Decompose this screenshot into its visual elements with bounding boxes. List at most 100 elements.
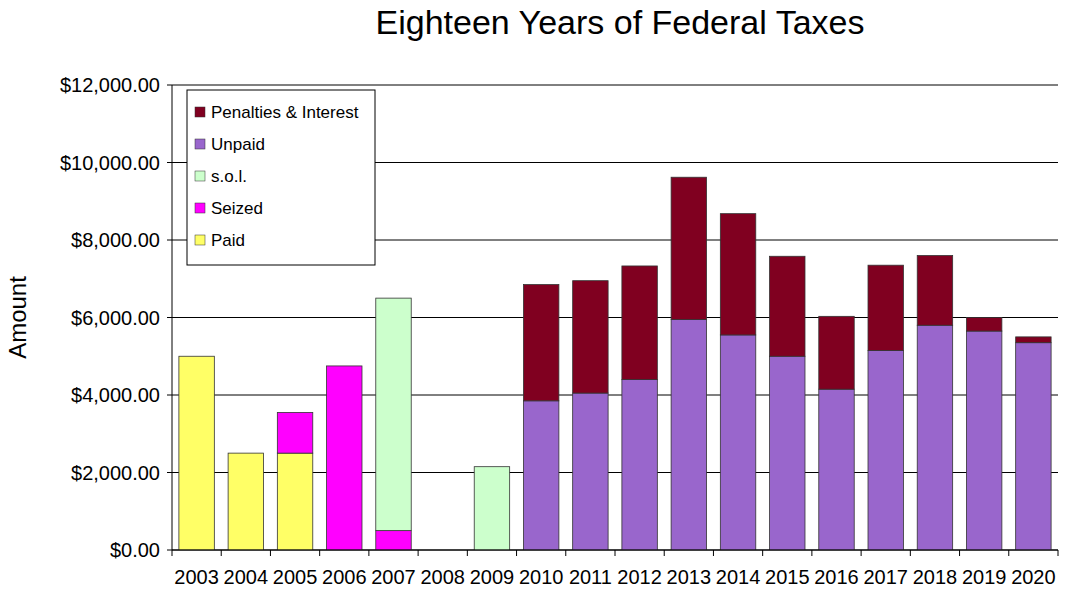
- x-tick-label: 2012: [617, 566, 662, 588]
- bar-segment: [277, 412, 312, 413]
- grid-line: [172, 85, 1058, 86]
- title: Eighteen Years of Federal Taxes: [376, 3, 865, 41]
- y-tick-label: $0.00: [110, 539, 160, 561]
- y-tick-label: $6,000.00: [71, 307, 160, 329]
- legend-label: Seized: [211, 199, 263, 218]
- x-tick: [270, 550, 271, 556]
- legend-swatch: [195, 107, 205, 117]
- x-tick: [565, 550, 566, 556]
- x-tick-label: 2015: [765, 566, 810, 588]
- x-tick: [664, 550, 665, 556]
- bar-segment: [327, 366, 362, 550]
- y-tick-label: $8,000.00: [71, 229, 160, 251]
- bar-segment: [277, 453, 312, 550]
- bar-segment: [277, 412, 312, 413]
- x-tick: [615, 550, 616, 556]
- bar-segment: [474, 467, 509, 550]
- y-tick: [167, 395, 172, 396]
- x-tick-label: 2010: [519, 566, 564, 588]
- bar-segment: [770, 356, 805, 550]
- legend: [187, 90, 375, 265]
- x-tick-label: 2004: [224, 566, 269, 588]
- x-tick-label: 2018: [913, 566, 958, 588]
- legend-swatch: [195, 139, 205, 149]
- x-tick-label: 2020: [1011, 566, 1056, 588]
- x-tick-label: 2016: [814, 566, 859, 588]
- bar-segment: [228, 453, 263, 454]
- x-tick-label: 2013: [667, 566, 712, 588]
- x-tick-label: 2011: [569, 566, 612, 588]
- bar-segment: [179, 356, 214, 357]
- bar-segment: [770, 256, 805, 356]
- bar-segment: [622, 380, 657, 551]
- bar-segment: [327, 365, 362, 366]
- x-tick-label: 2014: [716, 566, 761, 588]
- y-tick: [167, 317, 172, 318]
- bar-segment: [720, 335, 755, 550]
- bar-segment: [179, 356, 214, 357]
- y-tick: [167, 240, 172, 241]
- bar-segment: [228, 453, 263, 550]
- bar-segment: [327, 365, 362, 366]
- bar-segment: [228, 453, 263, 454]
- x-tick-label: 2009: [470, 566, 515, 588]
- legend-label: Paid: [211, 231, 245, 250]
- legend-label: Penalties & Interest: [211, 103, 359, 122]
- y-tick: [167, 162, 172, 163]
- x-tick-label: 2007: [371, 566, 416, 588]
- x-tick: [418, 550, 419, 556]
- bar-segment: [868, 350, 903, 550]
- x-tick: [861, 550, 862, 556]
- bar-segment: [179, 356, 214, 357]
- bar-segment: [1016, 337, 1051, 343]
- legend-swatch: [195, 171, 205, 181]
- y-axis: [172, 85, 173, 550]
- bar-segment: [868, 265, 903, 350]
- bar-segment: [277, 412, 312, 453]
- y-tick-label: $12,000.00: [60, 74, 160, 96]
- x-tick-label: 2017: [863, 566, 908, 588]
- x-tick: [368, 550, 369, 556]
- x-tick: [811, 550, 812, 556]
- bar-segment: [671, 319, 706, 550]
- bar-segment: [917, 325, 952, 550]
- bar-segment: [376, 531, 411, 550]
- bar-segment: [966, 331, 1001, 550]
- bar-segment: [720, 214, 755, 335]
- bar-segment: [622, 266, 657, 380]
- x-tick-label: 2006: [322, 566, 367, 588]
- legend-label: s.o.l.: [211, 167, 247, 186]
- x-tick-label: 2008: [420, 566, 465, 588]
- bar-segment: [917, 256, 952, 326]
- x-tick: [516, 550, 517, 556]
- x-tick: [221, 550, 222, 556]
- bar-segment: [179, 356, 214, 550]
- x-tick: [467, 550, 468, 556]
- bar-segment: [228, 453, 263, 454]
- y-tick-label: $4,000.00: [71, 384, 160, 406]
- bar-segment: [1016, 343, 1051, 550]
- bar-segment: [179, 356, 214, 357]
- bar-segment: [474, 466, 509, 467]
- bar-segment: [523, 285, 558, 401]
- bar-segment: [327, 365, 362, 366]
- x-tick: [959, 550, 960, 556]
- legend-swatch: [195, 235, 205, 245]
- x-tick-label: 2005: [273, 566, 318, 588]
- bar-segment: [573, 393, 608, 550]
- x-tick: [172, 550, 173, 556]
- bar-segment: [228, 453, 263, 454]
- y-tick-label: $2,000.00: [71, 462, 160, 484]
- bar-segment: [277, 412, 312, 413]
- y-tick: [167, 472, 172, 473]
- y-tick: [167, 85, 172, 86]
- bar-segment: [376, 298, 411, 299]
- bar-segment: [376, 298, 411, 531]
- bar-segment: [573, 281, 608, 393]
- y-tick: [167, 550, 172, 551]
- legend-swatch: [195, 203, 205, 213]
- x-tick: [319, 550, 320, 556]
- legend-label: Unpaid: [211, 135, 265, 154]
- y-axis-label: Amount: [4, 276, 31, 359]
- x-tick: [713, 550, 714, 556]
